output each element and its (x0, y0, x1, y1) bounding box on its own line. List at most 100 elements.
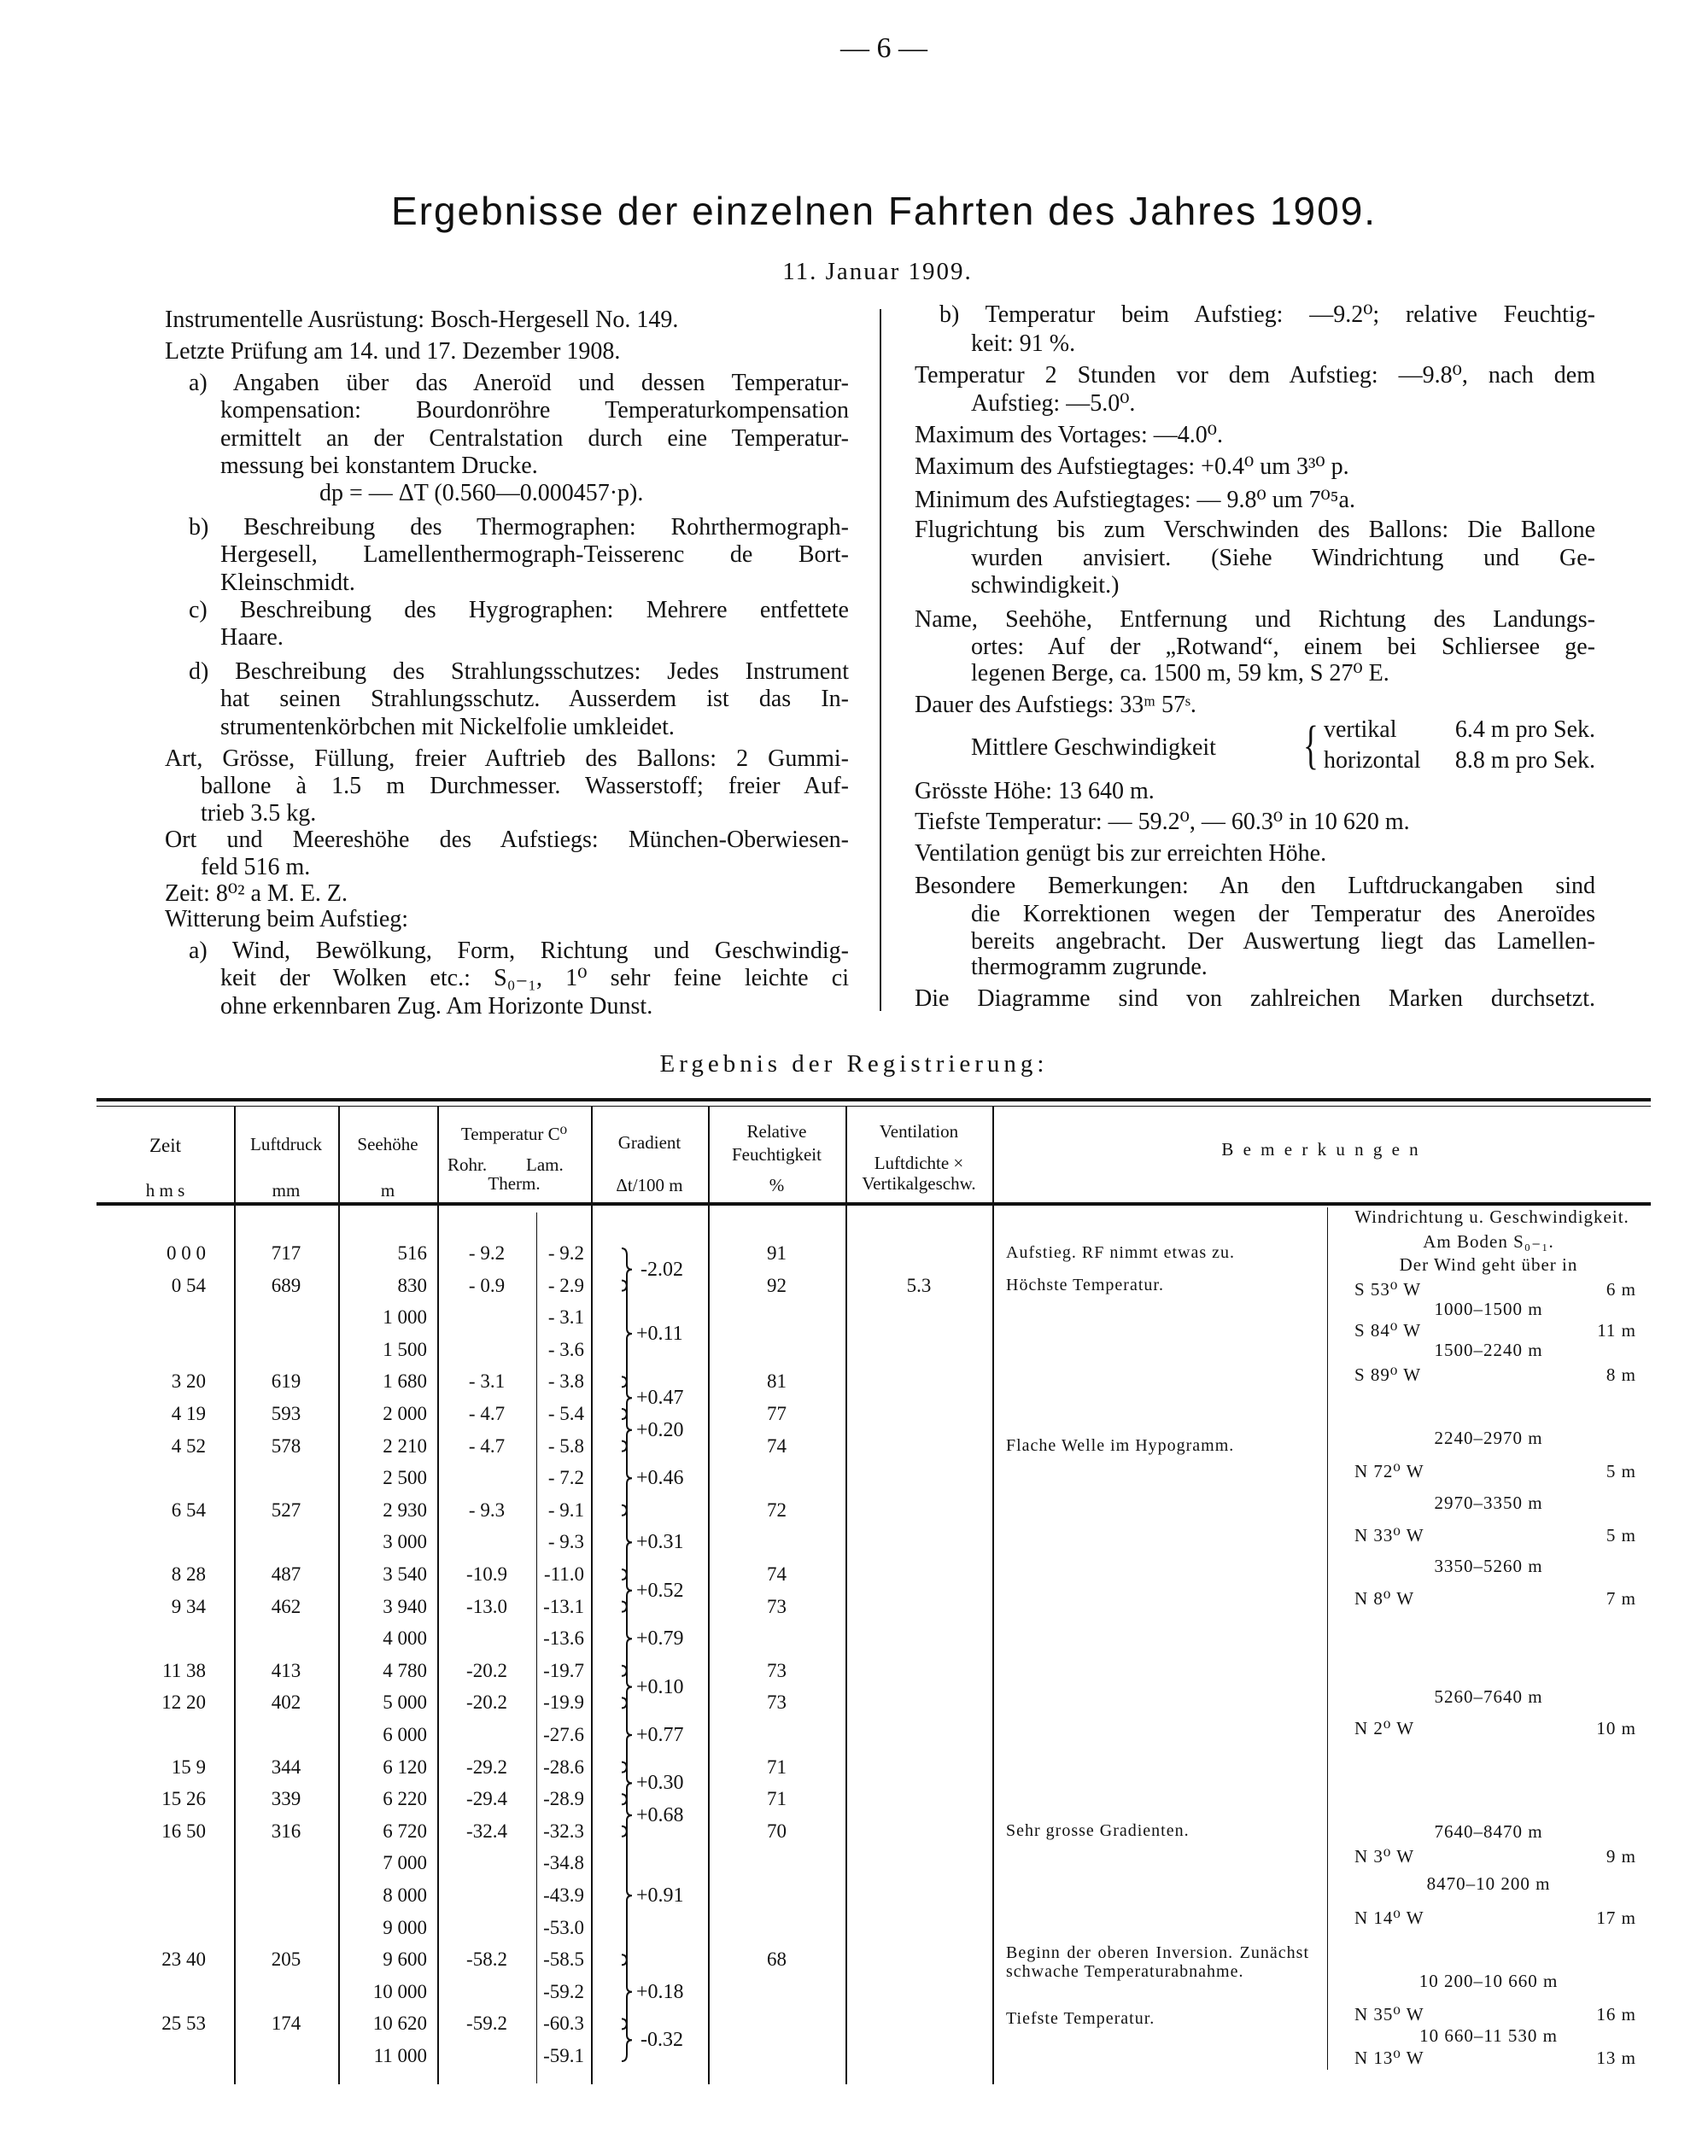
text-line: Grösste Höhe: 13 640 m. (915, 778, 1155, 805)
header-rf-2: Feuchtigkeit (732, 1144, 822, 1165)
brace-icon (621, 1279, 633, 1388)
text-line: Tiefste Temperatur: — 59.2⁰, — 60.3⁰ in … (915, 808, 1410, 835)
text-line: legenen Berge, ca. 1500 m, 59 km, S 27⁰ … (971, 659, 1389, 687)
wind-range: 2240–2970 m (1434, 1428, 1543, 1449)
wind-direction: S 53⁰ W (1354, 1279, 1422, 1300)
text-line: Ort und Meereshöhe des Aufstiegs: Münche… (165, 826, 849, 853)
text-line: trieb 3.5 kg. (201, 800, 317, 827)
lam-temp-cell: -27.6 (543, 1724, 584, 1745)
text-line: Temperatur 2 Stunden vor dem Aufstieg: —… (915, 361, 1595, 389)
header-height-unit: m (380, 1180, 395, 1201)
lam-temp-cell: - 9.1 (547, 1499, 584, 1521)
ventilation-cell: 5.3 (906, 1274, 932, 1296)
humidity-cell: 73 (767, 1691, 787, 1714)
text-line: Haare. (220, 624, 284, 651)
lam-temp-cell: - 3.1 (547, 1306, 584, 1329)
wind-range: 1500–2240 m (1434, 1340, 1543, 1361)
time-cell: 23 40 (161, 1949, 206, 1971)
humidity-cell: 91 (767, 1242, 787, 1264)
wind-speed: 9 m (1606, 1845, 1636, 1867)
wind-direction: N 3⁰ W (1354, 1845, 1415, 1867)
header-rule (97, 1202, 1651, 1206)
rohr-temp-cell: - 4.7 (468, 1403, 506, 1424)
text-line: Die Diagramme sind von zahlreichen Marke… (915, 985, 1595, 1013)
text-line: strumentenkörbchen mit Nickelfolie umkle… (220, 713, 675, 740)
pressure-cell: 689 (271, 1274, 301, 1296)
time-cell: 0 54 (171, 1274, 206, 1296)
wind-speed: 6 m (1606, 1279, 1636, 1300)
wind-speed: 7 m (1606, 1588, 1636, 1610)
text-line: ballone à 1.5 m Durchmesser. Wasserstoff… (201, 772, 849, 799)
height-cell: 9 600 (383, 1949, 427, 1971)
lam-temp-cell: -19.7 (543, 1659, 584, 1681)
lam-temp-cell: - 9.2 (547, 1242, 584, 1264)
height-cell: 3 000 (383, 1531, 427, 1553)
text-line: Zeit: 8⁰² a M. E. Z. (165, 879, 348, 907)
wind-speed: 8 m (1606, 1364, 1636, 1385)
gradient-cell: -2.02 (640, 1258, 683, 1281)
text-line: Maximum des Vortages: —4.0⁰. (915, 422, 1223, 449)
text-line: bereits angebracht. Der Auswertung liegt… (971, 927, 1595, 955)
header-vent-2: Luftdichte × (874, 1153, 964, 1173)
brace-icon (621, 1954, 633, 2030)
text-line: Kleinschmidt. (220, 569, 355, 596)
height-cell: 6 120 (383, 1756, 427, 1778)
text-line: b) Beschreibung des Thermographen: Rohrt… (189, 514, 849, 541)
pressure-cell: 344 (271, 1756, 301, 1778)
lam-temp-cell: -28.9 (543, 1788, 584, 1810)
text-line: Name, Seehöhe, Entfernung und Richtung d… (915, 606, 1595, 634)
wind-ground: Am Boden S₀₋₁. (1423, 1231, 1554, 1252)
rohr-temp-cell: - 0.9 (468, 1274, 506, 1296)
text-line: messung bei konstantem Drucke. (220, 452, 538, 479)
height-cell: 4 000 (383, 1627, 427, 1650)
brace-icon (621, 1504, 633, 1580)
gradient-cell: +0.77 (636, 1724, 684, 1746)
text-line: keit: 91 %. (971, 330, 1076, 357)
wind-direction: N 13⁰ W (1354, 2048, 1424, 2069)
wind-range: 3350–5260 m (1434, 1555, 1543, 1576)
humidity-cell: 77 (767, 1403, 787, 1424)
brace-icon: { (1302, 716, 1319, 774)
humidity-cell: 71 (767, 1788, 787, 1810)
brace-icon (621, 2018, 633, 2062)
remark-cell: Höchste Temperatur. (1006, 1275, 1164, 1294)
vertical-label: vertikal (1324, 716, 1397, 743)
humidity-cell: 81 (767, 1370, 787, 1393)
time-cell: 4 19 (171, 1403, 206, 1424)
time-cell: 0 0 0 (167, 1242, 206, 1264)
header-temp-rohr: Rohr. (447, 1154, 488, 1175)
height-cell: 10 000 (372, 1980, 427, 2002)
height-cell: 2 210 (383, 1434, 427, 1457)
gradient-cell: +0.91 (636, 1884, 684, 1907)
rohr-temp-cell: -29.4 (466, 1788, 507, 1810)
text-line: Ventilation genügt bis zur erreichten Hö… (915, 839, 1327, 867)
wind-speed: 5 m (1606, 1525, 1636, 1546)
pressure-cell: 578 (271, 1434, 301, 1457)
height-cell: 516 (397, 1242, 428, 1264)
brace-icon (621, 1440, 633, 1516)
humidity-cell: 74 (767, 1434, 787, 1457)
pressure-cell: 205 (271, 1949, 301, 1971)
pressure-cell: 619 (271, 1370, 301, 1393)
height-cell: 10 620 (372, 2013, 427, 2035)
wind-direction: N 2⁰ W (1354, 1717, 1415, 1738)
col-divider (234, 1107, 236, 2084)
rohr-temp-cell: - 3.1 (468, 1370, 506, 1393)
rohr-temp-cell: -20.2 (466, 1659, 507, 1681)
text-line: c) Beschreibung des Hygrographen: Mehrer… (189, 596, 849, 623)
wind-range: 2970–3350 m (1434, 1492, 1543, 1513)
height-cell: 1 000 (383, 1306, 427, 1329)
time-cell: 11 38 (162, 1659, 206, 1681)
text-line: Aufstieg: —5.0⁰. (971, 390, 1136, 418)
gradient-cell: +0.31 (636, 1531, 684, 1554)
column-divider (880, 309, 881, 1011)
text-line: hat seinen Strahlungsschutz. Ausserdem i… (220, 686, 849, 713)
col-divider (591, 1107, 593, 2084)
horizontal-label: horizontal (1324, 747, 1421, 774)
text-line: wurden anvisiert. (Siehe Windrichtung un… (971, 544, 1595, 571)
rohr-temp-cell: -58.2 (466, 1949, 507, 1971)
wind-speed: 11 m (1597, 1320, 1636, 1341)
rohr-temp-cell: - 9.3 (468, 1499, 506, 1521)
wind-speed: 16 m (1596, 2003, 1636, 2025)
text-line: schwindigkeit.) (971, 571, 1120, 599)
